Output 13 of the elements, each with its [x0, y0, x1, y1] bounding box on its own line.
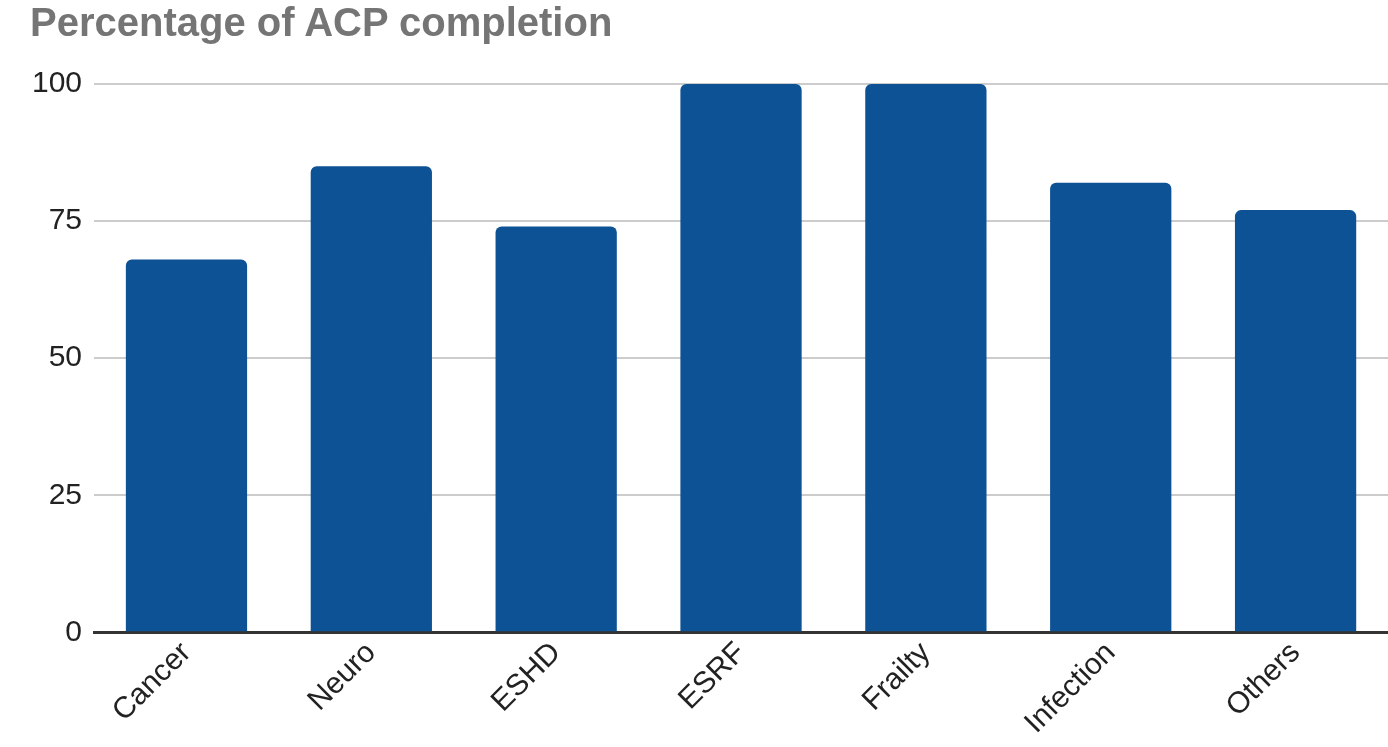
- y-tick-label: 50: [48, 339, 83, 373]
- bar: [865, 84, 987, 632]
- y-tick-label: 100: [31, 65, 83, 99]
- bar: [495, 226, 617, 632]
- chart-title: Percentage of ACP completion: [30, 0, 614, 44]
- bar: [310, 166, 432, 632]
- bar: [1234, 210, 1357, 632]
- y-tick-label: 0: [65, 613, 83, 647]
- bar: [125, 259, 248, 632]
- bar: [680, 84, 802, 632]
- bar: [1050, 182, 1172, 632]
- y-tick-label: 75: [48, 202, 83, 236]
- y-tick-label: 25: [48, 476, 83, 510]
